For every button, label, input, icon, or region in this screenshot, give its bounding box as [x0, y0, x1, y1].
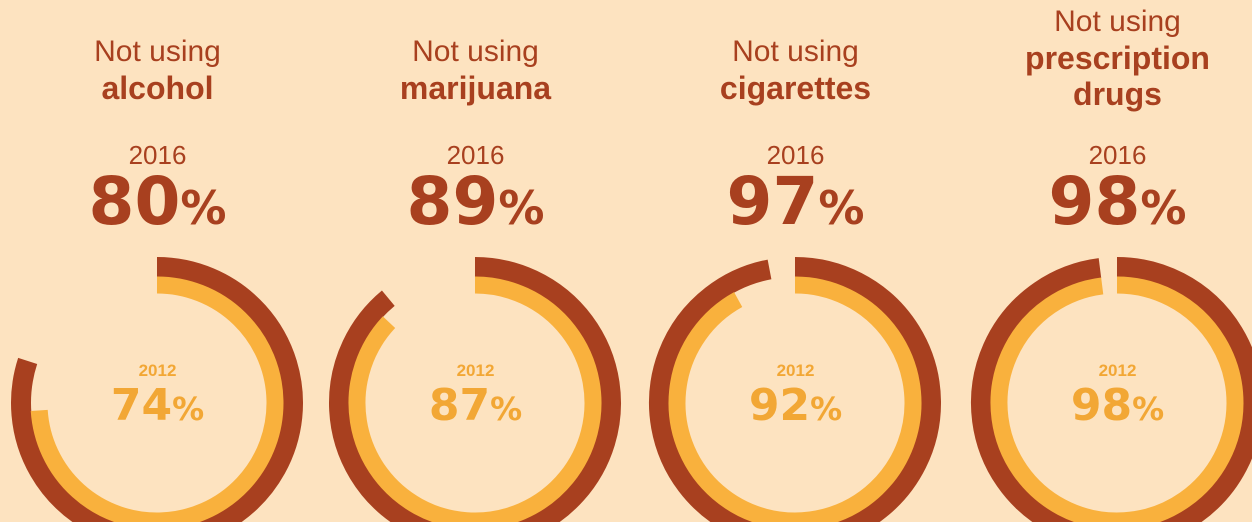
heading-substance: alcohol	[101, 70, 214, 106]
ring-2016-arc	[649, 257, 941, 522]
value-2012-number: 74	[110, 380, 173, 431]
value-2012: 98%	[961, 379, 1252, 436]
value-2012: 87%	[319, 379, 632, 436]
heading-substance: cigarettes	[719, 70, 872, 106]
value-2012: 92%	[639, 379, 952, 436]
ring-2012-arc	[990, 276, 1244, 522]
heading-prefix: Not using	[94, 35, 221, 68]
value-2016: 97%	[639, 162, 952, 248]
value-2012-percent-sign: %	[490, 390, 523, 428]
heading-substance: marijuana	[399, 70, 552, 106]
donut-rings	[329, 257, 621, 522]
value-2012-percent-sign: %	[1132, 390, 1165, 428]
value-2016-percent-sign: %	[818, 181, 865, 235]
value-2016: 98%	[961, 162, 1252, 248]
year-2012-label: 2012	[776, 361, 815, 380]
ring-2016-arc	[11, 257, 303, 522]
panel-2: Not using cigarettes 2016 97% 2012 92%	[639, 0, 952, 522]
year-2012-label: 2012	[1098, 361, 1137, 380]
ring-2012-arc	[348, 276, 602, 522]
panel-1: Not using marijuana 2016 89% 2012 87%	[319, 0, 632, 522]
year-2016-label: 2016	[446, 140, 505, 170]
value-2016-number: 98	[1048, 163, 1141, 240]
value-2016-percent-sign: %	[1140, 181, 1187, 235]
value-2016-percent-sign: %	[180, 181, 227, 235]
ring-2012-arc	[30, 276, 284, 522]
value-2012-number: 92	[748, 380, 811, 431]
year-2016-label: 2016	[766, 140, 825, 170]
donut-rings	[971, 257, 1252, 522]
value-2012-number: 87	[428, 380, 491, 431]
panel-heading: Not using alcohol	[1, 34, 314, 106]
heading-prefix: Not using	[732, 35, 859, 68]
value-2016-number: 89	[406, 163, 499, 240]
year-2012-label: 2012	[138, 361, 177, 380]
ring-2012-arc	[668, 276, 922, 522]
panel-0: Not using alcohol 2016 80% 2012 74%	[1, 0, 314, 522]
value-2012: 74%	[1, 379, 314, 436]
heading-prefix: Not using	[1054, 5, 1181, 38]
value-2016-number: 97	[726, 163, 819, 240]
year-2012-label: 2012	[456, 361, 495, 380]
panel-3: Not using prescription drugs 2016 98% 2012 98%	[961, 0, 1252, 522]
ring-2016-arc	[971, 257, 1252, 522]
heading-substance: drugs	[1073, 76, 1162, 112]
value-2016-percent-sign: %	[498, 181, 545, 235]
year-2016-label: 2016	[1088, 140, 1147, 170]
year-2016-label: 2016	[128, 140, 187, 170]
ring-2016-arc	[329, 257, 621, 522]
panel-heading: Not using cigarettes	[639, 34, 952, 106]
value-2016: 80%	[1, 162, 314, 248]
panel-heading: Not using marijuana	[319, 34, 632, 106]
value-2016: 89%	[319, 162, 632, 248]
donut-rings	[11, 257, 303, 522]
value-2016-number: 80	[88, 163, 181, 240]
heading-substance: prescription	[1025, 40, 1210, 76]
value-2012-percent-sign: %	[172, 390, 205, 428]
value-2012-number: 98	[1070, 380, 1133, 431]
panel-heading: Not using prescription drugs	[961, 4, 1252, 112]
donut-rings	[649, 257, 941, 522]
heading-prefix: Not using	[412, 35, 539, 68]
value-2012-percent-sign: %	[810, 390, 843, 428]
